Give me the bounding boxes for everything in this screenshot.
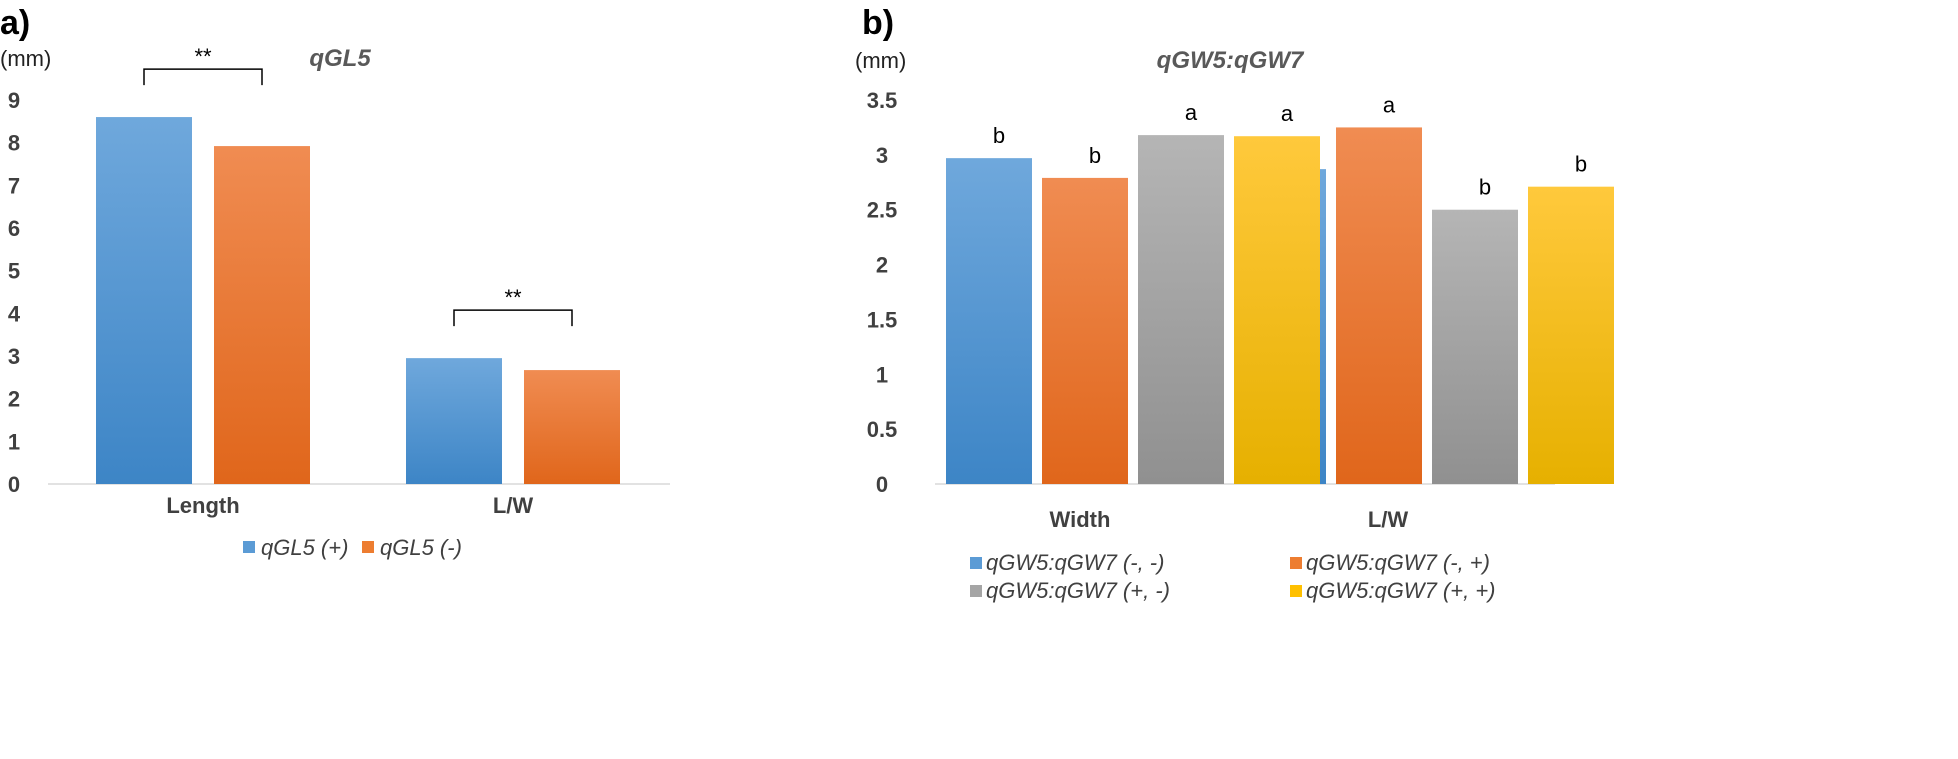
panel-b-bar — [1042, 177, 1128, 484]
panel-b-legend-swatch — [1290, 585, 1302, 597]
panel-b-y-tick: 3 — [876, 143, 888, 168]
panel-b-group-letter: b — [1089, 143, 1101, 168]
panel-a-y-tick: 8 — [8, 131, 20, 156]
panel-b-legend-label: qGW5:qGW7 (+, -) — [986, 578, 1170, 603]
panel-a-y-tick: 4 — [8, 301, 21, 326]
panel-a-legend-label: qGL5 (-) — [380, 535, 462, 560]
panel-b-legend-swatch — [970, 585, 982, 597]
panel-b-title: qGW5:qGW7 — [1157, 47, 1305, 74]
panel-b-y-tick: 1.5 — [867, 307, 898, 332]
panel-b-category-label: L/W — [1368, 507, 1409, 532]
panel-b-legend-label: qGW5:qGW7 (-, +) — [1306, 550, 1490, 575]
panel-a-unit-label: (mm) — [0, 46, 51, 71]
panel-b-y-tick: 1 — [876, 362, 888, 387]
panel-b-group-letter: a — [1185, 100, 1198, 125]
panel-a-y-tick: 5 — [8, 259, 20, 284]
panel-b-category-label: Width — [1050, 507, 1111, 532]
panel-b-legend-swatch — [970, 557, 982, 569]
panel-a-bar — [406, 358, 502, 484]
panel-a-plot: 0 1 2 3 4 5 6 7 8 9 Length L/W ** ** qGL5 (+) qGL5 (-) — [8, 44, 620, 560]
panel-a-bar — [214, 146, 310, 484]
panel-b-bar — [1336, 127, 1422, 484]
panel-b-group-letter: a — [1281, 101, 1294, 126]
panel-b-unit-label: (mm) — [855, 48, 906, 73]
panel-a-y-tick: 9 — [8, 88, 20, 113]
panel-a-significance-bracket — [453, 309, 573, 327]
panel-a-title: qGL5 — [309, 45, 371, 72]
panel-a-significance-label: ** — [504, 285, 522, 310]
panel-a-y-tick: 1 — [8, 429, 20, 454]
panel-a-y-tick: 0 — [8, 472, 20, 497]
panel-b-group-letter: b — [993, 123, 1005, 148]
panel-b-bar — [1528, 186, 1614, 484]
panel-a-y-tick: 2 — [8, 387, 20, 412]
panel-b-bar — [1432, 209, 1518, 484]
panel-a-y-tick: 7 — [8, 173, 20, 198]
panel-b-label: b) — [862, 4, 894, 42]
panel-b-plot: 00.511.522.533.5WidthL/WbabbaababqGW5:qG… — [867, 88, 1614, 603]
panel-b-y-tick: 2 — [876, 253, 888, 278]
panel-b-bar — [1234, 136, 1320, 484]
panel-b-legend-label: qGW5:qGW7 (-, -) — [986, 550, 1164, 575]
panel-a-bar — [524, 370, 620, 484]
panel-b-y-tick: 2.5 — [867, 198, 898, 223]
panel-a-category-label: Length — [166, 493, 239, 518]
panel-b-legend-swatch — [1290, 557, 1302, 569]
panel-b-group-letter: b — [1575, 152, 1587, 177]
panel-b-group-letter: b — [1479, 175, 1491, 200]
panel-b-group-letter: a — [1383, 92, 1396, 117]
panel-a-legend-swatch — [362, 541, 374, 553]
panel-b-y-tick: 0.5 — [867, 417, 898, 442]
panel-a-significance-label: ** — [194, 44, 212, 69]
panel-b-y-tick: 3.5 — [867, 88, 898, 113]
panel-b-bar — [1138, 135, 1224, 484]
panel-a-y-tick: 6 — [8, 216, 20, 241]
panel-b-legend-label: qGW5:qGW7 (+, +) — [1306, 578, 1496, 603]
panel-a-category-label: L/W — [493, 493, 534, 518]
panel-a-y-tick: 3 — [8, 344, 20, 369]
panel-b-y-tick: 0 — [876, 472, 888, 497]
panel-a-label: a) — [0, 4, 30, 42]
panel-b-bar — [946, 158, 1032, 485]
panel-a-legend-label: qGL5 (+) — [261, 535, 348, 560]
panel-a-legend-swatch — [243, 541, 255, 553]
panel-a-significance-bracket — [143, 68, 263, 86]
panel-a-bar — [96, 117, 192, 485]
